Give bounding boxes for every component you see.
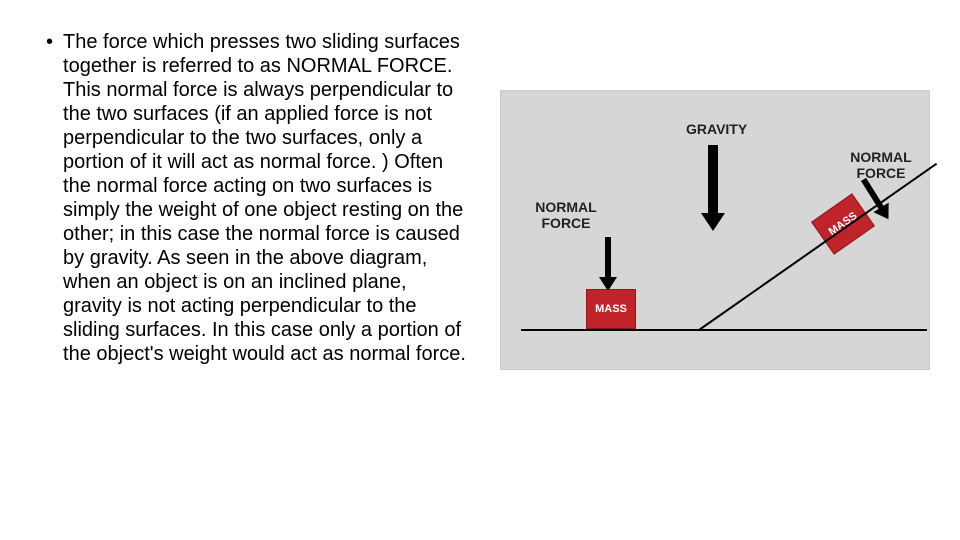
bullet-item: • The force which presses two sliding su… [60,30,470,366]
diagram-column: GRAVITY NORMAL FORCE NORMAL FORCE MASS M… [490,30,930,370]
text-column: • The force which presses two sliding su… [60,30,470,370]
normal-force-right-label: NORMAL FORCE [846,149,916,181]
normal-force-left-label: NORMAL FORCE [531,199,601,231]
body-paragraph: The force which presses two sliding surf… [63,30,470,366]
ground-line-icon [521,329,927,331]
incline-line-icon [698,163,937,331]
bullet-marker: • [46,30,53,54]
mass-box-flat: MASS [586,289,636,329]
slide-content: • The force which presses two sliding su… [0,0,960,370]
gravity-label: GRAVITY [686,121,747,137]
normal-force-diagram: GRAVITY NORMAL FORCE NORMAL FORCE MASS M… [500,90,930,370]
